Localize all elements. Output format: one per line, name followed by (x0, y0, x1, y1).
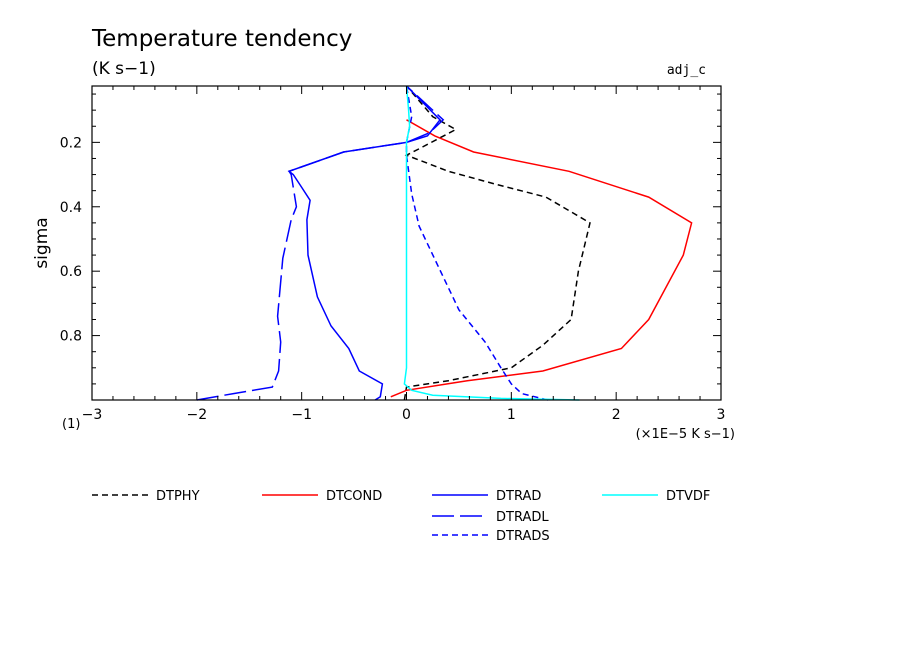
legend-label: DTPHY (156, 489, 200, 504)
legend-item-dtrads: DTRADS (432, 529, 550, 544)
y-axis-label: sigma (32, 217, 52, 268)
series-layer (196, 85, 693, 401)
legend-label: DTCOND (326, 489, 382, 504)
y-tick-label: 0.8 (60, 329, 82, 345)
series-line-dtradl (196, 85, 445, 401)
legend-label: DTVDF (666, 489, 710, 504)
series-line-dtphy (403, 85, 591, 401)
series-line-dtvdf (403, 85, 580, 401)
series-line-dtrads (405, 85, 549, 401)
chart-title: Temperature tendency (91, 26, 352, 52)
x-tick-label: 2 (612, 407, 621, 423)
legend-label: DTRAD (496, 489, 541, 504)
legend-label: DTRADL (496, 510, 549, 525)
y-tick-label: 0.4 (60, 200, 82, 216)
x-tick-label: 0 (402, 407, 411, 423)
series-line-dtrad (287, 85, 441, 401)
series-line-dtcond (390, 119, 693, 398)
x-unit-label: (×1E−5 K s−1) (636, 427, 735, 442)
x-tick-label: −3 (82, 407, 103, 423)
x-tick-label: −2 (187, 407, 208, 423)
legend-item-dtcond: DTCOND (262, 489, 382, 504)
chart-tag: adj_c (667, 63, 706, 78)
y-tick-label: 0.2 (60, 135, 82, 151)
chart-subtitle: (K s−1) (92, 59, 156, 79)
x-tick-label: −1 (291, 407, 312, 423)
y-unit-label: (1) (62, 417, 80, 432)
legend-item-dtradl: DTRADL (432, 510, 549, 525)
legend-item-dtrad: DTRAD (432, 489, 541, 504)
y-tick-label: 0.6 (60, 264, 82, 280)
legend-item-dtvdf: DTVDF (602, 489, 710, 504)
legend-item-dtphy: DTPHY (92, 489, 200, 504)
x-tick-label: 3 (717, 407, 726, 423)
legend-label: DTRADS (496, 529, 550, 544)
x-tick-label: 1 (507, 407, 516, 423)
ticks-layer: −3 −2 −1 0 1 2 3 0.2 0.4 0.6 0.8 (60, 86, 726, 423)
legend: DTPHY DTCOND DTRAD DTVDF DTRADL DTRADS (92, 489, 710, 544)
